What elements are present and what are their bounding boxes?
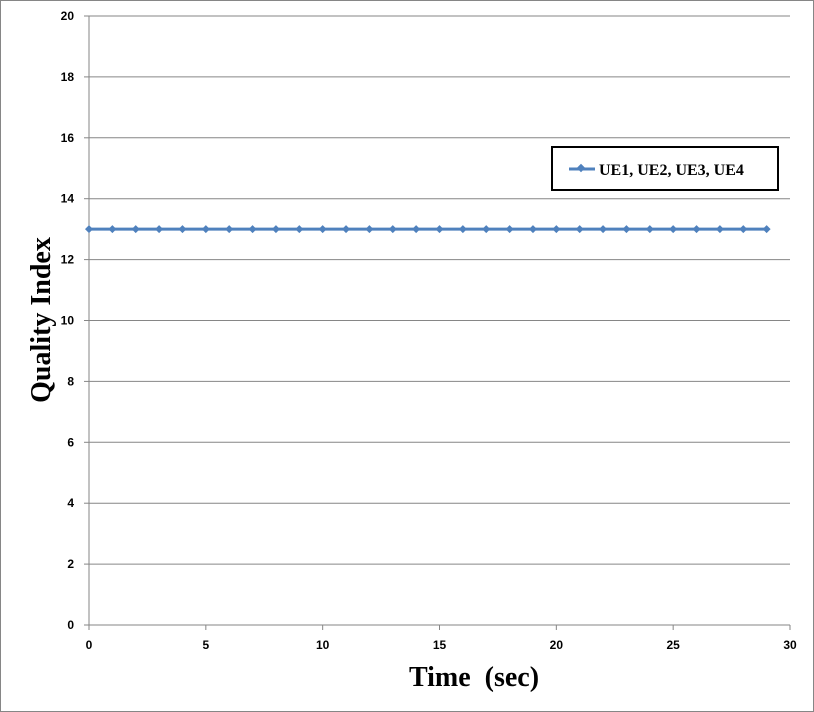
- y-tick-label: 6: [67, 435, 74, 449]
- y-tick-label: 10: [61, 314, 75, 328]
- x-tick-label: 5: [202, 638, 209, 652]
- data-point: [552, 225, 561, 234]
- data-point: [388, 225, 397, 234]
- y-tick-label: 14: [61, 192, 75, 206]
- data-point: [318, 225, 327, 234]
- data-point: [342, 225, 351, 234]
- x-tick-label: 30: [783, 638, 797, 652]
- gridlines: [89, 15, 790, 626]
- data-point: [575, 225, 584, 234]
- data-point: [622, 225, 631, 234]
- x-tick-label: 20: [550, 638, 564, 652]
- data-point: [528, 225, 537, 234]
- y-tick-label: 0: [67, 618, 74, 632]
- data-point: [365, 225, 374, 234]
- x-axis-title: Time (sec): [409, 662, 539, 693]
- y-axis-title: Quality Index: [26, 237, 57, 403]
- data-point: [131, 225, 140, 234]
- data-point: [412, 225, 421, 234]
- data-point: [295, 225, 304, 234]
- y-tick-label: 8: [67, 374, 74, 388]
- data-point: [739, 225, 748, 234]
- data-point: [178, 225, 187, 234]
- y-tick-label: 4: [67, 496, 74, 510]
- data-point: [482, 225, 491, 234]
- y-axis-ticks: 0 2 4 6 8 10 12 14 16 18 20: [61, 9, 89, 632]
- y-tick-label: 2: [67, 557, 74, 571]
- data-point: [645, 225, 654, 234]
- data-point: [692, 225, 701, 234]
- y-tick-label: 20: [61, 9, 75, 23]
- data-point: [201, 225, 210, 234]
- legend-series-label: UE1, UE2, UE3, UE4: [599, 162, 744, 179]
- data-point: [458, 225, 467, 234]
- data-point: [108, 225, 117, 234]
- y-tick-label: 18: [61, 70, 75, 84]
- data-point: [248, 225, 257, 234]
- legend: UE1, UE2, UE3, UE4: [551, 146, 779, 191]
- x-tick-label: 25: [666, 638, 680, 652]
- x-tick-label: 10: [316, 638, 330, 652]
- series-group: [85, 225, 771, 234]
- data-point: [762, 225, 771, 234]
- data-point: [85, 225, 93, 234]
- x-axis-ticks: 0 5 10 15 20 25 30: [86, 625, 797, 652]
- y-tick-label: 12: [61, 253, 75, 267]
- data-point: [505, 225, 514, 234]
- data-point: [155, 225, 164, 234]
- y-tick-label: 16: [61, 131, 75, 145]
- data-point: [669, 225, 678, 234]
- data-point: [225, 225, 234, 234]
- x-tick-label: 15: [433, 638, 447, 652]
- data-point: [599, 225, 608, 234]
- x-tick-label: 0: [86, 638, 93, 652]
- data-point: [435, 225, 444, 234]
- data-point: [715, 225, 724, 234]
- data-point: [271, 225, 280, 234]
